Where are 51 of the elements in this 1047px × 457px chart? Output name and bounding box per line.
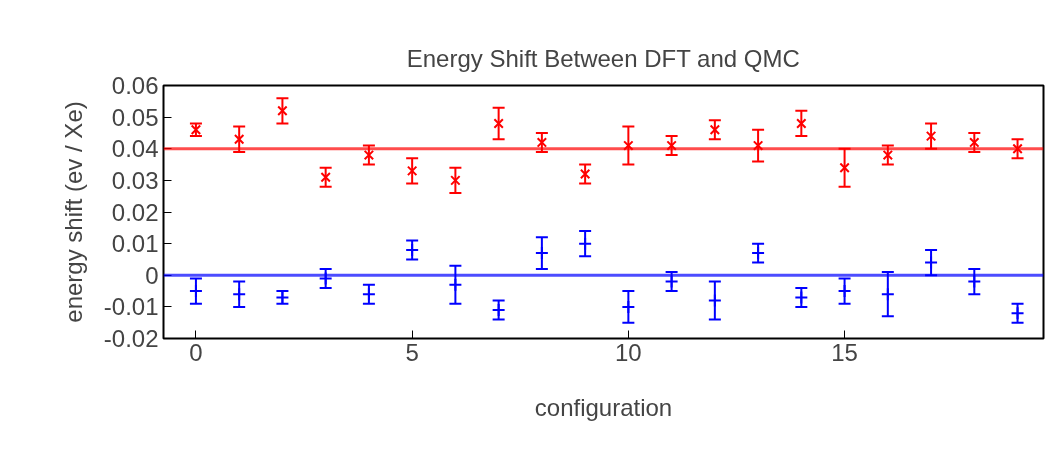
- point: [277, 105, 288, 117]
- y-tick-label: 0.01: [111, 230, 159, 258]
- point: [707, 293, 722, 308]
- point: [534, 246, 549, 261]
- point: [232, 287, 247, 302]
- point: [363, 149, 375, 161]
- point: [839, 162, 850, 173]
- point: [320, 171, 331, 183]
- x-tick-label: 5: [405, 338, 419, 366]
- point: [882, 149, 894, 161]
- point: [406, 165, 418, 177]
- point: [924, 255, 939, 270]
- point: [493, 118, 504, 129]
- point: [880, 287, 895, 302]
- y-axis-title: energy shift (ev / Xe): [59, 101, 87, 323]
- x-axis-title: configuration: [534, 393, 673, 421]
- point: [969, 137, 980, 148]
- y-tick-label: -0.02: [103, 325, 159, 352]
- point: [967, 274, 982, 289]
- point: [794, 290, 809, 305]
- y-tick-label: 0.02: [111, 198, 159, 226]
- point: [796, 118, 807, 129]
- point: [536, 137, 548, 148]
- point: [405, 242, 420, 257]
- point: [837, 284, 852, 299]
- point: [579, 168, 591, 180]
- y-tick-label: 0.04: [111, 135, 159, 163]
- point: [233, 134, 245, 145]
- point: [491, 303, 506, 318]
- point: [361, 287, 376, 302]
- point: [450, 175, 461, 186]
- x-tick-label: 0: [189, 338, 203, 366]
- point: [925, 130, 937, 142]
- y-tick-label: 0.05: [111, 103, 159, 131]
- point: [621, 299, 636, 314]
- point: [448, 277, 463, 292]
- y-tick-label: 0.03: [111, 166, 159, 194]
- y-tick-label: -0.01: [103, 293, 159, 321]
- y-tick-label: 0.06: [111, 72, 159, 99]
- point: [318, 271, 333, 286]
- point: [1012, 143, 1023, 154]
- x-tick-label: 15: [831, 338, 858, 366]
- point: [664, 274, 679, 289]
- point: [709, 124, 721, 136]
- point: [751, 246, 766, 261]
- y-tick-label: 0: [145, 261, 159, 289]
- point: [578, 236, 593, 251]
- chart-title: Energy Shift Between DFT and QMC: [406, 44, 800, 72]
- x-tick-label: 10: [615, 338, 642, 366]
- point: [188, 284, 203, 299]
- point: [1010, 306, 1025, 321]
